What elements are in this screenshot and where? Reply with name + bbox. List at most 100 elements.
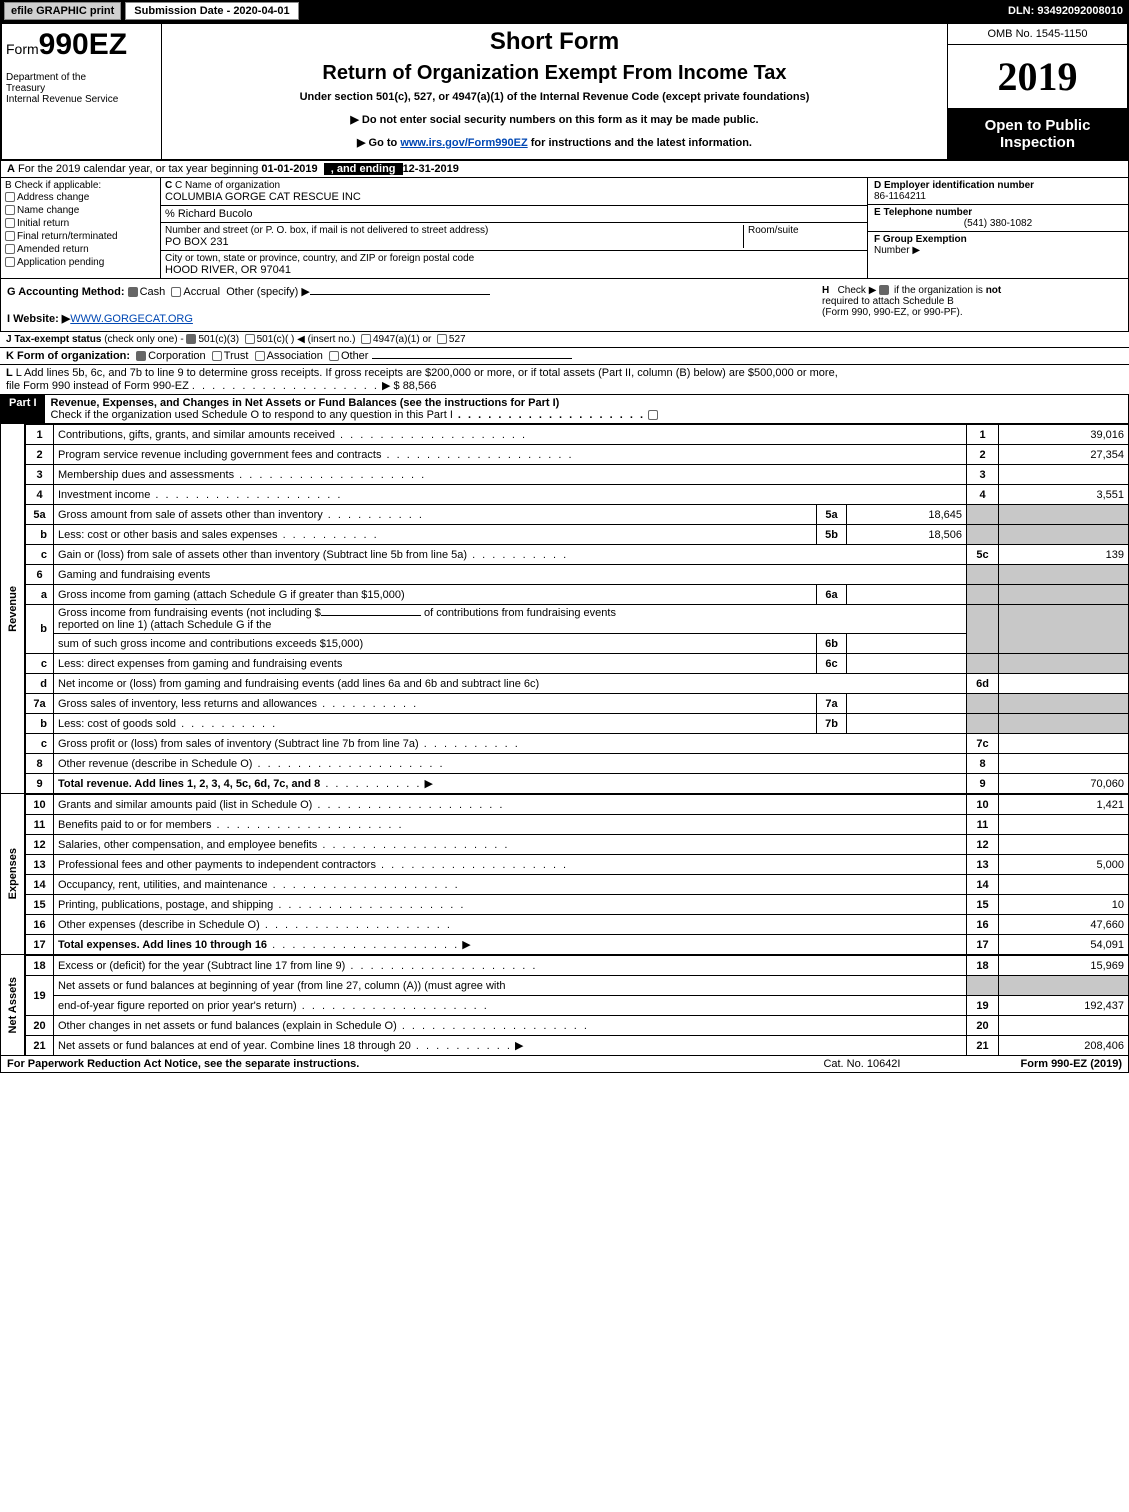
line-17: 17Total expenses. Add lines 10 through 1…	[26, 935, 1129, 955]
open-to-public: Open to Public Inspection	[948, 109, 1127, 159]
form-990ez: 990EZ	[39, 28, 127, 61]
line-18: 18Excess or (deficit) for the year (Subt…	[26, 956, 1129, 976]
f-label: F Group Exemption	[874, 234, 1122, 245]
line-2: 2Program service revenue including gover…	[26, 445, 1129, 465]
dln-label: DLN: 93492092008010	[1008, 5, 1129, 17]
g-label: G Accounting Method:	[7, 286, 125, 298]
col-b: B Check if applicable: Address change Na…	[1, 178, 161, 278]
a-begin: 01-01-2019	[261, 163, 317, 175]
line-19b: end-of-year figure reported on prior yea…	[26, 996, 1129, 1016]
f-label2: Number ▶	[874, 245, 1122, 256]
check-527[interactable]	[437, 334, 447, 344]
form-header: Form990EZ Department of the Treasury Int…	[0, 22, 1129, 161]
check-501c3[interactable]	[186, 334, 196, 344]
check-h[interactable]	[879, 285, 889, 295]
side-revenue: Revenue	[7, 586, 19, 632]
j-row: J Tax-exempt status (check only one) - 5…	[0, 332, 1129, 348]
line-12: 12Salaries, other compensation, and empl…	[26, 835, 1129, 855]
line-6c: cLess: direct expenses from gaming and f…	[26, 654, 1129, 674]
lines-grid: Revenue 1Contributions, gifts, grants, a…	[0, 424, 1129, 1056]
line-10: 10Grants and similar amounts paid (list …	[26, 795, 1129, 815]
side-netassets: Net Assets	[7, 977, 19, 1033]
line-9: 9Total revenue. Add lines 1, 2, 3, 4, 5c…	[26, 774, 1129, 794]
h-label: H	[822, 285, 829, 296]
section-bcdef: B Check if applicable: Address change Na…	[0, 178, 1129, 279]
org-name: COLUMBIA GORGE CAT RESCUE INC	[165, 191, 863, 203]
line-6d: dNet income or (loss) from gaming and fu…	[26, 674, 1129, 694]
care-of: % Richard Bucolo	[165, 208, 863, 220]
j-label: J Tax-exempt status	[6, 334, 101, 345]
ssn-warning: ▶ Do not enter social security numbers o…	[166, 113, 943, 126]
k-label: K Form of organization:	[6, 350, 130, 362]
part1-title: Revenue, Expenses, and Changes in Net As…	[45, 395, 1128, 423]
street: PO BOX 231	[165, 236, 743, 248]
g-other: Other (specify) ▶	[226, 286, 310, 298]
footer-right: Form 990-EZ (2019)	[1021, 1058, 1123, 1070]
check-name-change[interactable]: Name change	[5, 204, 156, 217]
check-assoc[interactable]	[255, 351, 265, 361]
line-6b2: sum of such gross income and contributio…	[26, 634, 1129, 654]
check-final-return[interactable]: Final return/terminated	[5, 230, 156, 243]
check-other[interactable]	[329, 351, 339, 361]
footer-left: For Paperwork Reduction Act Notice, see …	[7, 1058, 359, 1070]
dept-line3: Internal Revenue Service	[6, 94, 157, 105]
line-5a: 5aGross amount from sale of assets other…	[26, 505, 1129, 525]
check-amended-return[interactable]: Amended return	[5, 243, 156, 256]
line-19a: 19Net assets or fund balances at beginni…	[26, 976, 1129, 996]
part1-header: Part I Revenue, Expenses, and Changes in…	[0, 395, 1129, 424]
col-c: C C Name of organization COLUMBIA GORGE …	[161, 178, 868, 278]
h-text3: required to attach Schedule B	[822, 296, 954, 307]
netassets-table: 18Excess or (deficit) for the year (Subt…	[25, 955, 1129, 1056]
line-6b: bGross income from fundraising events (n…	[26, 605, 1129, 634]
check-accrual[interactable]	[171, 287, 181, 297]
website-link[interactable]: WWW.GORGECAT.ORG	[70, 313, 193, 325]
footer: For Paperwork Reduction Act Notice, see …	[0, 1056, 1129, 1073]
a-text-pre: For the 2019 calendar year, or tax year …	[18, 163, 261, 175]
check-trust[interactable]	[212, 351, 222, 361]
line-5b: bLess: cost or other basis and sales exp…	[26, 525, 1129, 545]
line-20: 20Other changes in net assets or fund ba…	[26, 1016, 1129, 1036]
open-line2: Inspection	[952, 134, 1123, 151]
k-row: K Form of organization: Corporation Trus…	[0, 348, 1129, 365]
footer-catno: Cat. No. 10642I	[823, 1058, 900, 1070]
e-label: E Telephone number	[874, 207, 1122, 218]
a-end: 12-31-2019	[403, 163, 459, 175]
check-application-pending[interactable]: Application pending	[5, 256, 156, 269]
d-label: D Employer identification number	[874, 180, 1122, 191]
check-initial-return[interactable]: Initial return	[5, 217, 156, 230]
dept-line2: Treasury	[6, 83, 157, 94]
l-text1: L Add lines 5b, 6c, and 7b to line 9 to …	[16, 367, 838, 379]
form-prefix: Form	[6, 41, 39, 57]
check-corp[interactable]	[136, 351, 146, 361]
check-part1-scho[interactable]	[648, 410, 658, 420]
line-7c: cGross profit or (loss) from sales of in…	[26, 734, 1129, 754]
line-7b: bLess: cost of goods sold7b	[26, 714, 1129, 734]
check-4947[interactable]	[361, 334, 371, 344]
check-address-change[interactable]: Address change	[5, 191, 156, 204]
l-amount: ▶ $ 88,566	[382, 380, 436, 392]
check-501c[interactable]	[245, 334, 255, 344]
goto-pre: ▶ Go to	[357, 137, 400, 149]
side-expenses: Expenses	[7, 848, 19, 899]
line-7a: 7aGross sales of inventory, less returns…	[26, 694, 1129, 714]
check-cash[interactable]	[128, 287, 138, 297]
efile-print-button[interactable]: efile GRAPHIC print	[4, 2, 121, 20]
line-15: 15Printing, publications, postage, and s…	[26, 895, 1129, 915]
dept-treasury: Department of the Treasury Internal Reve…	[6, 62, 157, 105]
line-1: 1Contributions, gifts, grants, and simil…	[26, 425, 1129, 445]
expenses-table: 10Grants and similar amounts paid (list …	[25, 794, 1129, 955]
form-number: Form990EZ	[6, 28, 157, 62]
city-label: City or town, state or province, country…	[165, 253, 863, 264]
short-form-title: Short Form	[166, 28, 943, 56]
col-def: D Employer identification number 86-1164…	[868, 178, 1128, 278]
b-title: Check if applicable:	[14, 180, 101, 191]
l-row: L L Add lines 5b, 6c, and 7b to line 9 t…	[0, 365, 1129, 395]
a-label: A	[7, 163, 15, 175]
revenue-table: 1Contributions, gifts, grants, and simil…	[25, 424, 1129, 794]
row-a: A For the 2019 calendar year, or tax yea…	[0, 161, 1129, 178]
g-accounting: G Accounting Method: Cash Accrual Other …	[7, 285, 822, 298]
irs-link[interactable]: www.irs.gov/Form990EZ	[400, 137, 527, 149]
line-13: 13Professional fees and other payments t…	[26, 855, 1129, 875]
top-bar: efile GRAPHIC print Submission Date - 20…	[0, 0, 1129, 22]
goto-post: for instructions and the latest informat…	[528, 137, 752, 149]
